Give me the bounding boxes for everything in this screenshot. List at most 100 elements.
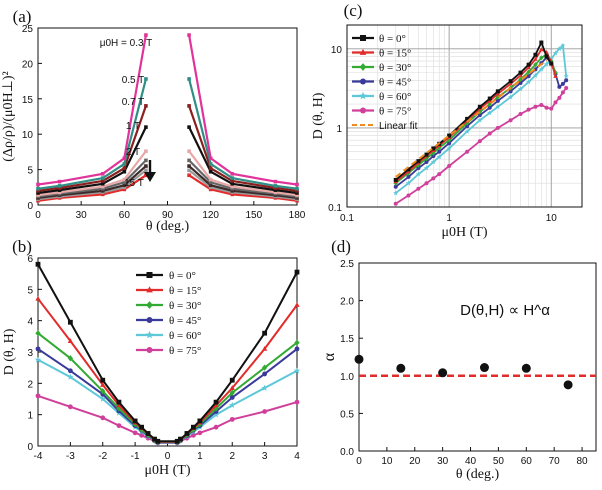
- panel-b-y-tick-label: 6: [27, 254, 33, 265]
- panel-b-series-5-point: [139, 432, 145, 438]
- panel-a-series-8-point: [122, 187, 127, 192]
- panel-a-series-2-point: [100, 179, 105, 183]
- panel-d-y-tick-label: 1.0: [340, 372, 354, 383]
- panel-b-legend-marker: [146, 347, 153, 353]
- panel-a-series-5-point: [187, 158, 191, 163]
- panel-a-series-2-point: [295, 189, 299, 193]
- panel-b-series-0-point: [229, 377, 235, 383]
- panel-b-series-1-point: [100, 382, 106, 387]
- panel-c-legend-label: θ = 60°: [379, 91, 411, 103]
- panel-b-series-2-point: [35, 330, 41, 337]
- panel-a-series-6-point: [208, 183, 213, 187]
- panel-a-field-label: 15 T: [124, 178, 144, 189]
- panel-c-series-2-point: [526, 69, 531, 75]
- panel-c-y-tick-label: 10: [331, 45, 343, 56]
- panel-b-series-0-point: [197, 418, 203, 424]
- panel-a-series-2-point: [208, 166, 213, 170]
- panel-c-series-1-point: [533, 56, 538, 61]
- panel-c-linear-fit-line: [395, 59, 548, 178]
- panel-a-field-label: μ0H = 0.3 T: [100, 38, 153, 49]
- panel-c-legend-marker: [360, 107, 366, 114]
- panel-c-legend-marker: [360, 35, 366, 41]
- panel-c-x-tick-label: 0.1: [340, 213, 354, 224]
- panel-a-series-4-point: [57, 190, 62, 195]
- panel-c-series-3-point: [437, 149, 442, 154]
- panel-c-series-0-point: [508, 79, 513, 84]
- panel-c-series-2-point: [533, 62, 538, 68]
- panel-d-label: (d): [331, 237, 351, 256]
- panel-b-legend-label: θ = 0°: [169, 270, 196, 282]
- panel-c-series-4-point: [563, 73, 569, 79]
- panel-b-series-2-point: [100, 388, 106, 395]
- panel-d-y-tick-label: 0.5: [340, 409, 354, 420]
- panel-b-series-3-point: [67, 368, 73, 374]
- panel-d-x-axis-label: θ (deg.): [456, 467, 500, 482]
- panel-c-series-4-point: [487, 110, 493, 116]
- panel-c-series-0-point: [487, 96, 492, 101]
- panel-c-series-2-point: [539, 55, 544, 61]
- panel-a-series-5-point: [208, 180, 213, 185]
- panel-a-series-1-point: [100, 176, 105, 180]
- panel-b-x-tick-label: 1: [197, 451, 203, 462]
- panel-c-series-0-point: [477, 104, 482, 109]
- panel-c-series-4-point: [560, 42, 566, 48]
- panel-b-series-3-point: [262, 371, 268, 377]
- panel-a-series-0-point: [100, 172, 105, 176]
- panel-a-series-4-point: [295, 193, 299, 197]
- panel-b-legend-label: θ = 75°: [169, 345, 201, 357]
- panel-b-x-tick-label: 4: [294, 451, 300, 462]
- panel-c-series-2-point: [518, 76, 523, 83]
- panel-a-series-6-point: [187, 164, 191, 168]
- panel-b-series-2-point: [67, 355, 74, 362]
- panel-c-series-5-point: [431, 176, 436, 181]
- panel-a-series-6-point: [122, 183, 127, 187]
- panel-c-series-1-point: [539, 47, 544, 52]
- panel-b-x-tick-label: 0: [165, 451, 171, 462]
- panel-b-x-tick-label: -3: [66, 451, 75, 462]
- panel-b-series-4-point: [229, 401, 236, 408]
- panel-b-series-1-point: [261, 345, 268, 351]
- panel-a-series-2-point: [273, 186, 278, 190]
- panel-b-x-tick-label: 3: [262, 451, 268, 462]
- panel-a-series-4-point: [273, 190, 278, 195]
- panel-a-series-4-point: [122, 177, 127, 182]
- panel-b-series-4-point: [212, 411, 220, 418]
- panel-a-series-0-point: [208, 156, 213, 161]
- panel-c-series-1-point: [518, 73, 523, 78]
- panel-d-data-point: [479, 363, 489, 373]
- panel-c-series-1-point: [495, 91, 501, 96]
- panel-a-series-8-point: [144, 173, 148, 178]
- panel-c-series-4-point: [543, 61, 550, 67]
- panel-c-series-5-point: [495, 125, 500, 130]
- panel-c-legend-label: θ = 30°: [379, 62, 411, 74]
- panel-b-x-tick-label: 2: [229, 451, 235, 462]
- panel-d-data-point: [396, 363, 406, 373]
- panel-b-legend-marker: [146, 317, 153, 323]
- panel-b-y-tick-label: 1: [27, 411, 33, 422]
- panel-b-series-0-point: [174, 438, 180, 444]
- panel-c-series-1-point: [553, 73, 558, 78]
- panel-b-legend-marker: [146, 286, 153, 293]
- panel-c-series-1-point: [526, 65, 531, 70]
- panel-a-series-7-point: [144, 168, 148, 173]
- panel-c-series-5-point: [526, 107, 531, 112]
- panel-c-series-0-point: [424, 152, 429, 157]
- panel-b-y-axis-label: D (θ, H): [2, 328, 17, 375]
- panel-b-series-1-point: [294, 302, 300, 307]
- panel-d-x-tick-label: 20: [409, 456, 421, 467]
- panel-c-series-4-point: [525, 79, 532, 85]
- panel-b-series-0-point: [155, 438, 161, 444]
- panel-c-series-5-point: [447, 163, 452, 168]
- panel-a-series-5-point: [122, 180, 127, 185]
- panel-b-series-0-point: [213, 399, 219, 405]
- panel-a-series-3-point: [100, 181, 105, 186]
- panel-b-label: (b): [12, 237, 32, 256]
- panel-a-series-3-point: [230, 181, 235, 186]
- panel-c-series-5-point: [424, 181, 429, 186]
- panel-a-series-0-point: [122, 156, 127, 161]
- panel-c-series-5-point: [544, 105, 549, 110]
- panel-c-series-3-point: [564, 78, 569, 83]
- panel-c-series-0-point: [495, 89, 500, 94]
- panel-c-series-3-point: [431, 154, 436, 159]
- panel-a-series-0-point: [144, 33, 148, 37]
